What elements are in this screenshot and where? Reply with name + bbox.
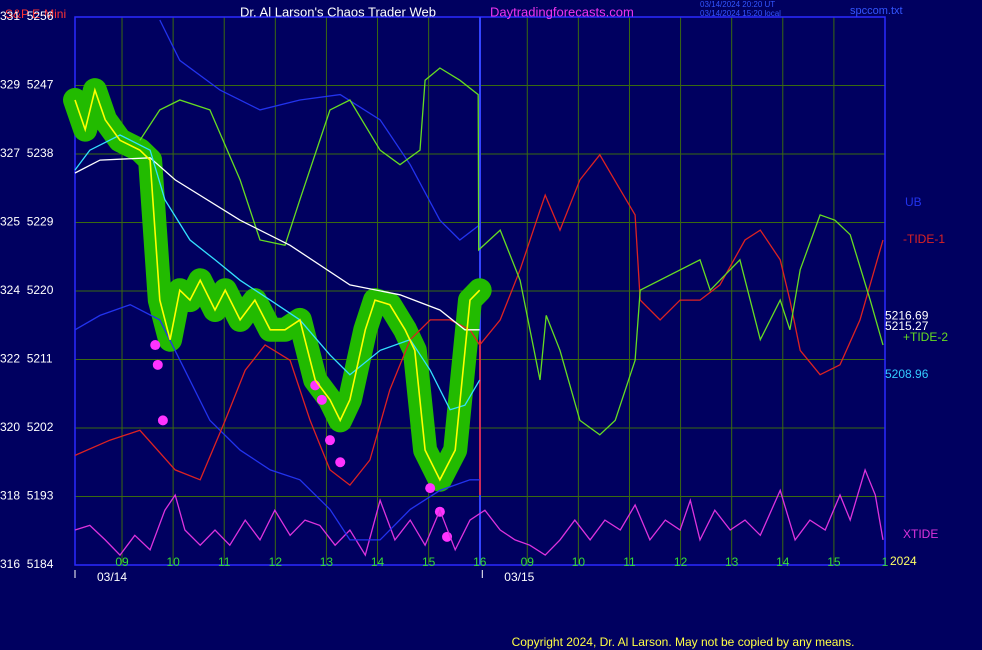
y-tick-label: 324 5220 [0, 283, 54, 297]
x-tick-label: 13 [725, 555, 739, 569]
turn-dot [335, 457, 346, 468]
x-tick-label: 14 [371, 555, 385, 569]
y-tick-label: 320 5202 [0, 420, 54, 434]
x-tick-label: 10 [572, 555, 586, 569]
turn-dot [325, 435, 336, 446]
series-line [74, 87, 481, 482]
x-tick-label: 10 [166, 555, 180, 569]
file-name: spccom.txt [850, 5, 903, 17]
y-tick-label: 318 5193 [0, 489, 54, 503]
series-label: -TIDE-1 [903, 232, 945, 246]
turn-dot [425, 483, 436, 494]
x-tick-label: 12 [674, 555, 688, 569]
timestamp-ut: 03/14/2024 20:20 UT [700, 0, 775, 9]
x-tick-label: 12 [269, 555, 283, 569]
instrument: S&P E-Mini [5, 7, 66, 21]
x-tick-label: 09 [521, 555, 535, 569]
y-tick-label: 325 5229 [0, 215, 54, 229]
copyright: Copyright 2024, Dr. Al Larson. May not b… [512, 635, 855, 649]
end-value-label: 5208.96 [885, 367, 929, 381]
marks [63, 19, 884, 557]
x-tick-label: 14 [776, 555, 790, 569]
turn-dot [157, 415, 168, 426]
x-tick-label: 15 [827, 555, 841, 569]
y-tick-label: 327 5238 [0, 146, 54, 160]
turn-dot [152, 359, 163, 370]
y-tick-label: 329 5247 [0, 78, 54, 92]
turn-dot [316, 394, 327, 405]
x-tick-label: 1 [882, 555, 889, 569]
chart-title: Dr. Al Larson's Chaos Trader Web [240, 4, 436, 19]
y-tick-label: 322 5211 [0, 352, 53, 366]
x-tick-label: 16 [473, 555, 487, 569]
year: 2024 [890, 554, 917, 568]
x-tick-label: 15 [422, 555, 436, 569]
series-label: XTIDE [903, 527, 938, 541]
date-label: 03/15 [504, 570, 534, 584]
series-line [139, 67, 884, 436]
series-line [74, 153, 884, 487]
y-tick-label: 331 5256 [0, 9, 54, 23]
series-line [74, 467, 884, 557]
series-line [159, 19, 481, 241]
site: Daytradingforecasts.com [490, 4, 634, 19]
x-tick-label: 11 [623, 555, 636, 569]
date-label: 03/14 [97, 570, 127, 584]
timestamp-local: 03/14/2024 15:20 local [700, 9, 781, 18]
turn-dot [150, 340, 161, 351]
y-tick-label: 316 5184 [0, 557, 54, 571]
series-label: +TIDE-2 [903, 330, 948, 344]
series-line [74, 134, 481, 411]
x-tick-label: 13 [320, 555, 334, 569]
series-line [74, 157, 480, 331]
series-line [74, 303, 480, 541]
end-value-label: 5215.27 [885, 319, 929, 333]
x-tick-label: 11 [218, 555, 231, 569]
series-label: UB [905, 195, 922, 209]
x-tick-label: 09 [115, 555, 129, 569]
end-value-label: 5216.69 [885, 308, 929, 322]
